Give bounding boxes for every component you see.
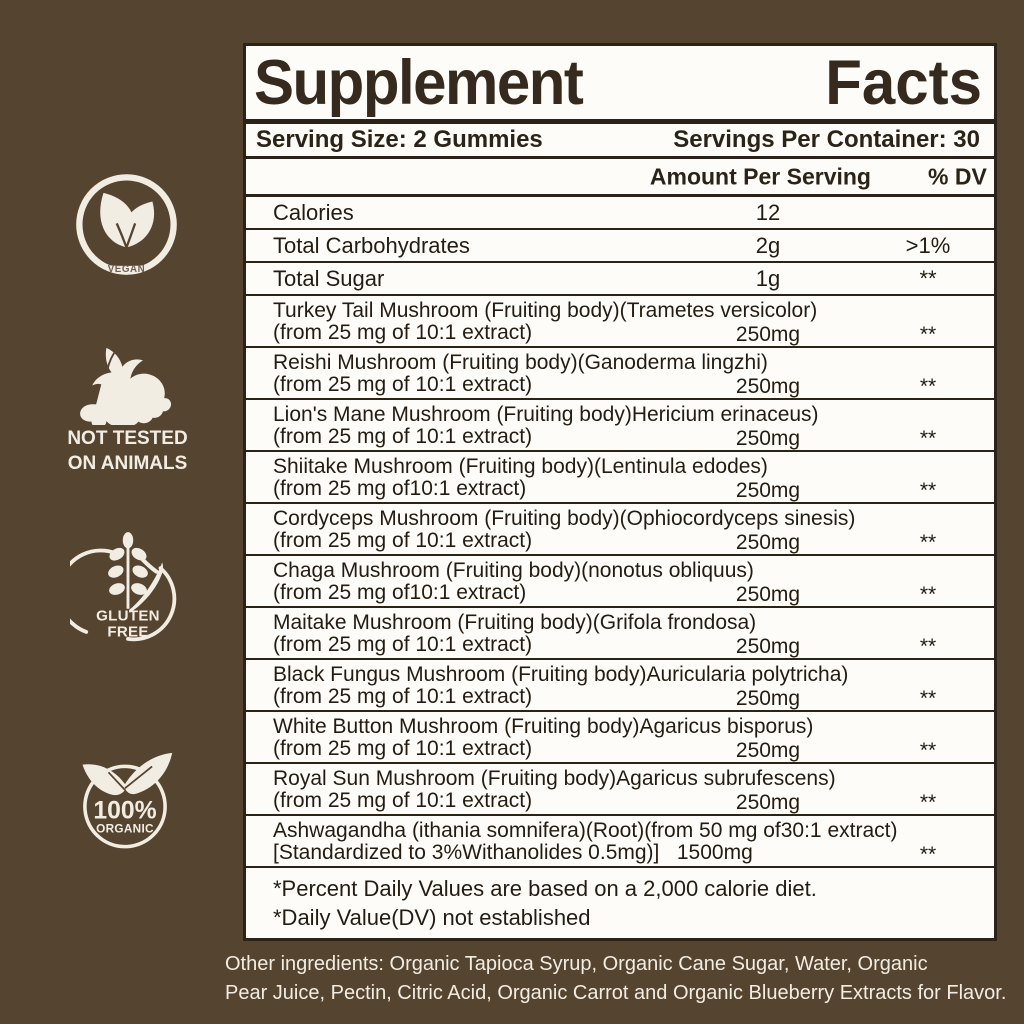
svg-text:FREE: FREE bbox=[107, 624, 148, 641]
svg-text:100%: 100% bbox=[93, 797, 156, 824]
svg-text:GLUTEN: GLUTEN bbox=[96, 607, 160, 624]
svg-text:ORGANIC: ORGANIC bbox=[96, 822, 154, 835]
svg-text:VEGAN: VEGAN bbox=[108, 264, 146, 275]
